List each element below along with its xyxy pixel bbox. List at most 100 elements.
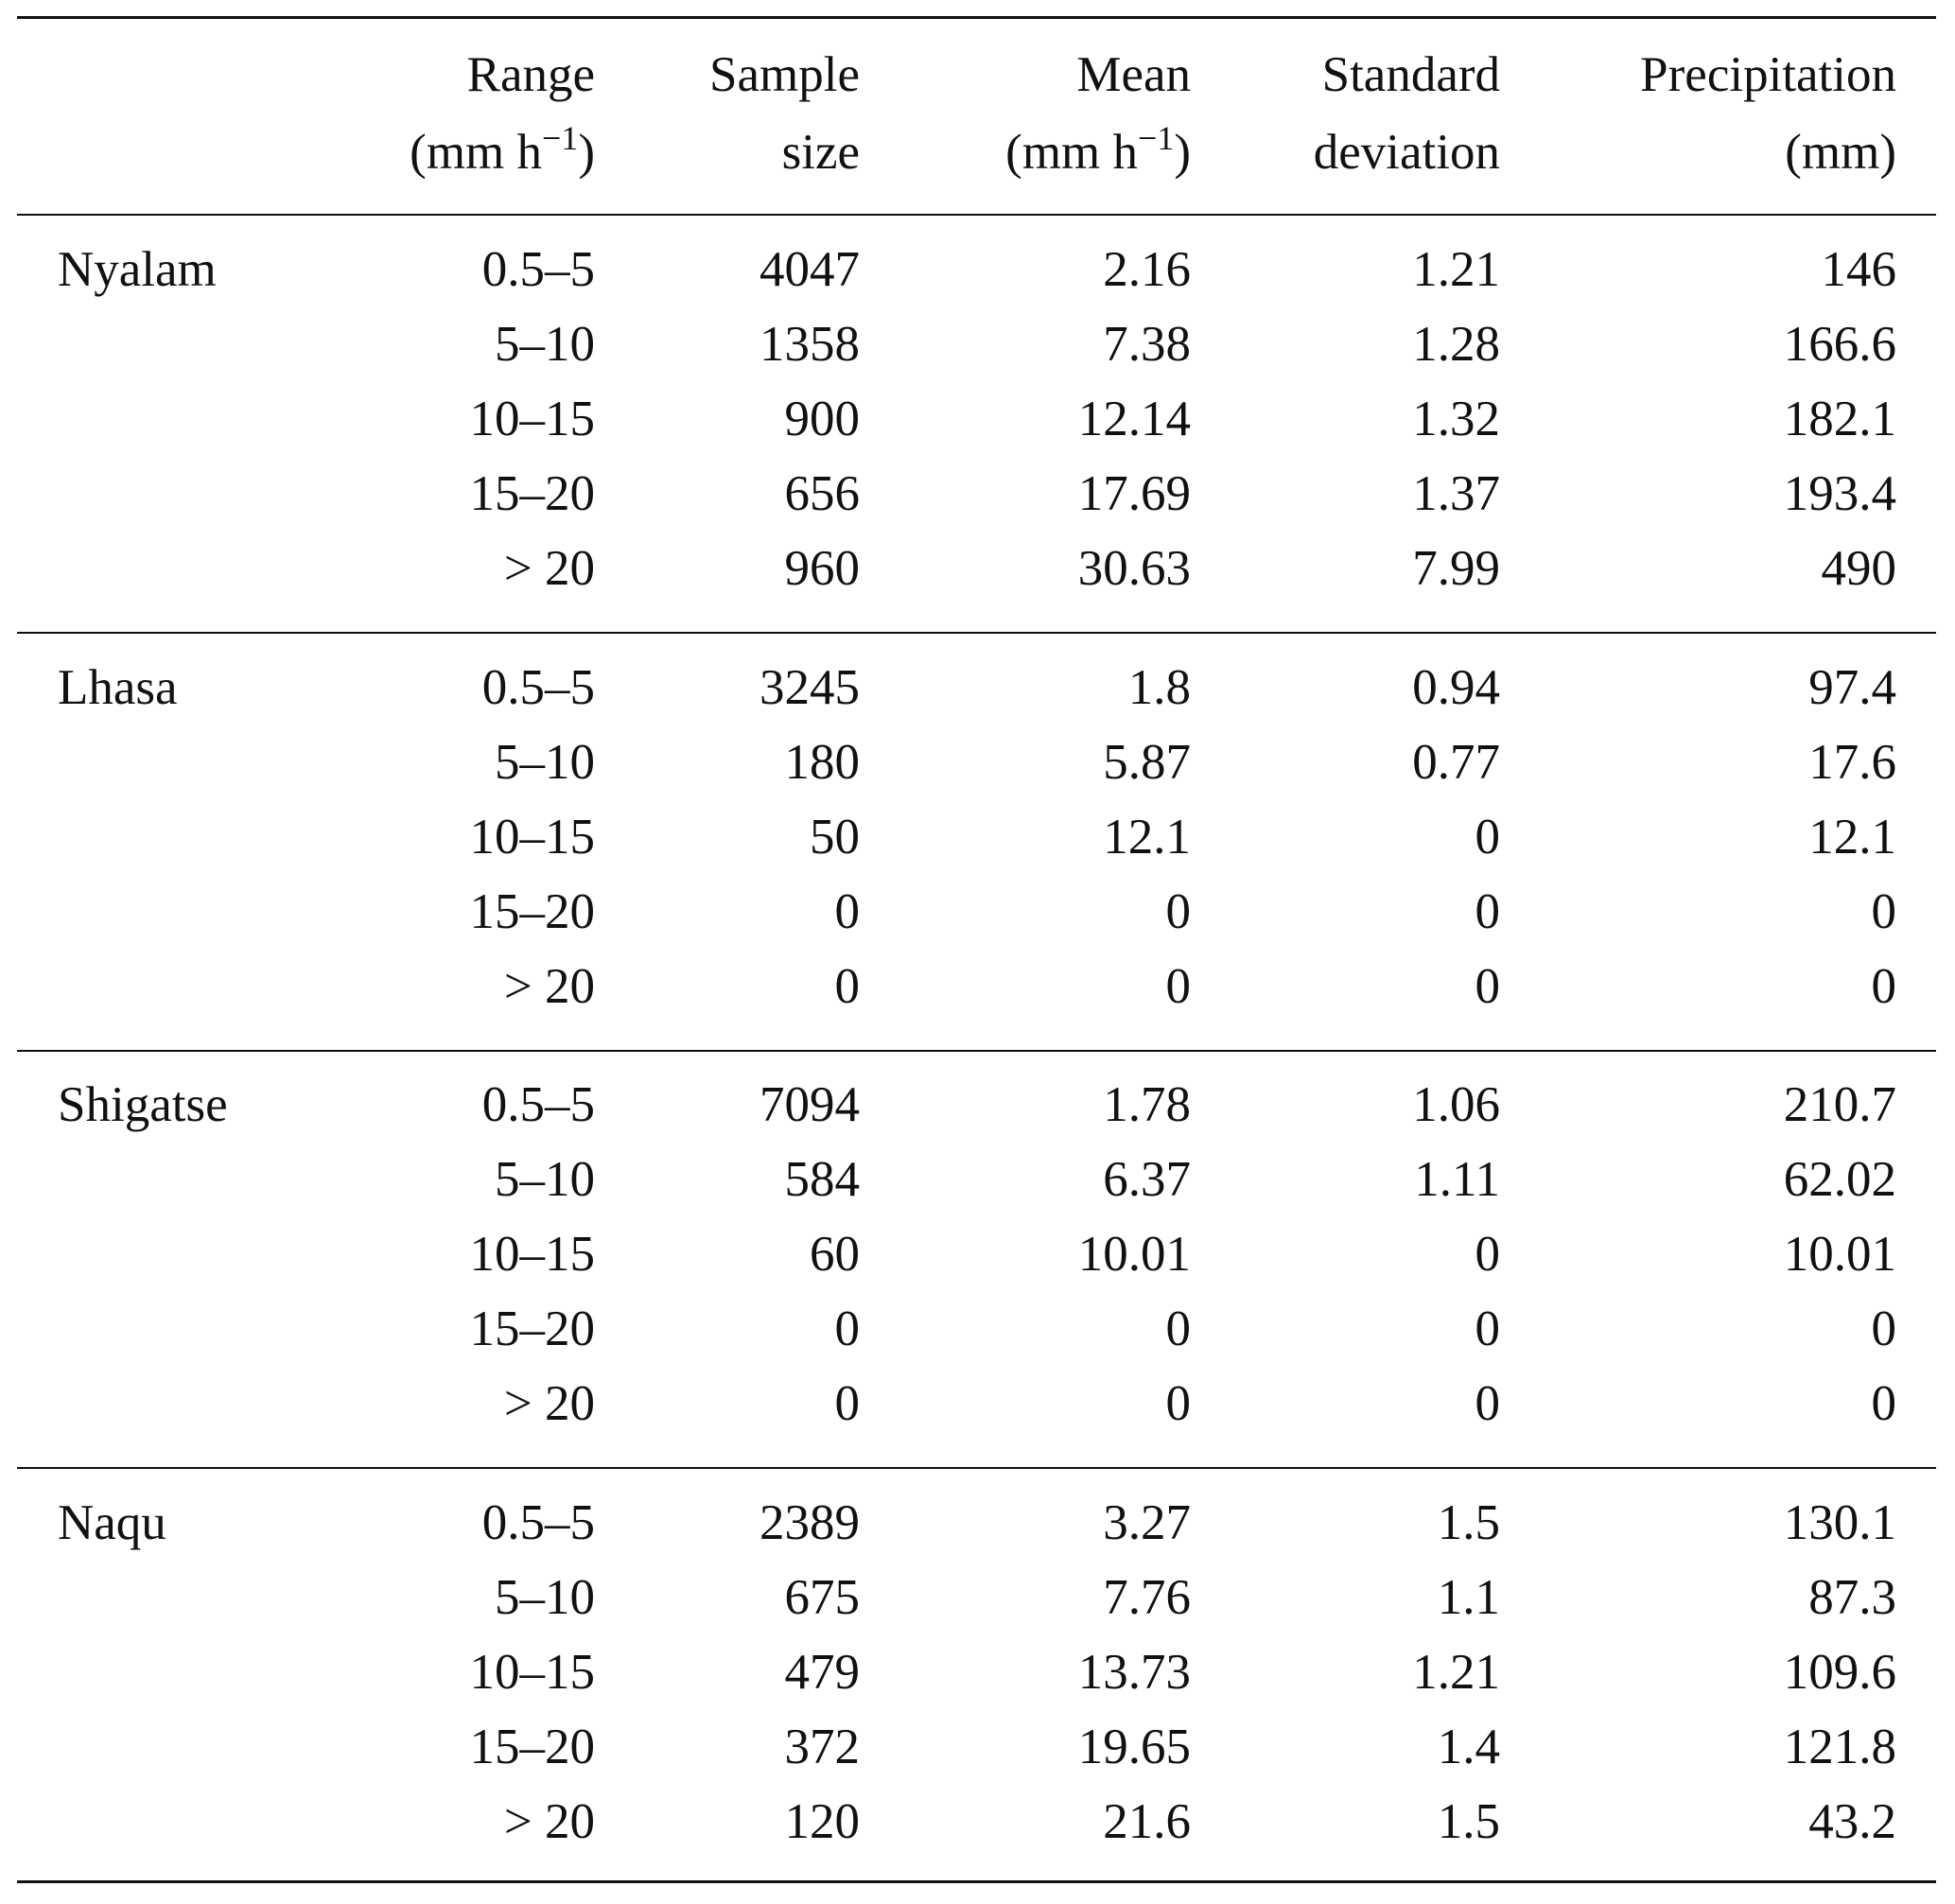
table-cell: 1358 xyxy=(759,317,860,372)
table-cell: 0.5–5 xyxy=(481,659,595,715)
table-cell: 5.87 xyxy=(1103,734,1191,790)
header-text: ) xyxy=(578,125,595,180)
table-cell: 0 xyxy=(834,1376,861,1431)
table-cell: 0.94 xyxy=(1412,659,1500,715)
table-cell: > 20 xyxy=(503,541,595,596)
table-cell: 0 xyxy=(1165,883,1192,939)
table-cell: 6.37 xyxy=(1103,1152,1191,1207)
table-cell: 0.5–5 xyxy=(481,1494,595,1550)
table-cell: 10.01 xyxy=(1077,1227,1191,1282)
table-cell: 1.37 xyxy=(1412,466,1500,521)
table-cell: > 20 xyxy=(503,958,595,1014)
header-text: Mean xyxy=(1076,47,1191,102)
table-cell: 87.3 xyxy=(1808,1569,1896,1625)
table-cell: 0 xyxy=(1165,1301,1192,1356)
table-cell: 15–20 xyxy=(469,466,596,521)
rule xyxy=(17,214,1936,216)
table-cell: 1.28 xyxy=(1412,317,1500,372)
table-cell: 1.1 xyxy=(1437,1569,1500,1625)
table-cell: 0 xyxy=(1165,1376,1192,1431)
table-cell: 0 xyxy=(834,883,861,939)
table-cell: 2.16 xyxy=(1103,242,1191,297)
table-cell: 656 xyxy=(784,466,861,521)
table-cell: 675 xyxy=(784,1569,861,1625)
header-text: (mm h xyxy=(1005,125,1139,180)
table-cell: 13.73 xyxy=(1077,1644,1191,1700)
table-cell: 121.8 xyxy=(1783,1719,1896,1774)
table-cell: > 20 xyxy=(503,1376,595,1431)
table-cell: 0 xyxy=(1475,809,1501,865)
table-cell: 0 xyxy=(1475,1227,1501,1282)
rule xyxy=(17,1049,1936,1052)
table-cell: 0 xyxy=(1475,1301,1501,1356)
table-cell: 0 xyxy=(1871,1301,1897,1356)
table-cell: 1.8 xyxy=(1127,659,1191,715)
table-cell: 0 xyxy=(1475,958,1501,1014)
table-cell: 19.65 xyxy=(1077,1719,1191,1774)
table-cell: 5–10 xyxy=(495,734,595,790)
table-cell: 10–15 xyxy=(469,392,596,446)
table-cell: 0 xyxy=(1871,958,1897,1014)
table-cell: 12.1 xyxy=(1808,809,1896,865)
header-text: Range xyxy=(466,47,595,102)
table-cell: 10–15 xyxy=(469,809,596,865)
column-header: Range xyxy=(467,42,595,108)
table-cell: 0 xyxy=(1475,883,1501,939)
table-cell: 43.2 xyxy=(1808,1793,1896,1849)
table-cell: 1.5 xyxy=(1437,1793,1500,1849)
table-cell: 5–10 xyxy=(495,317,595,372)
column-header: deviation xyxy=(1314,119,1500,185)
table-cell: 0 xyxy=(1165,958,1192,1014)
table-cell: 3.27 xyxy=(1103,1494,1191,1550)
superscript: −1 xyxy=(1138,119,1175,157)
rule xyxy=(17,632,1936,634)
table-cell: 372 xyxy=(784,1719,861,1774)
table-cell: 7.99 xyxy=(1412,541,1500,596)
rule xyxy=(17,1880,1936,1883)
table-cell: 182.1 xyxy=(1783,392,1896,446)
table-cell: 146 xyxy=(1821,242,1897,297)
table-cell: 166.6 xyxy=(1783,317,1896,372)
table-cell: 0 xyxy=(1871,883,1897,939)
table-cell: 12.1 xyxy=(1103,809,1191,865)
station-name: Nyalam xyxy=(58,242,217,297)
station-name: Shigatse xyxy=(58,1077,228,1132)
table-cell: 1.21 xyxy=(1412,242,1500,297)
table-cell: 120 xyxy=(784,1793,861,1849)
table-cell: 2389 xyxy=(759,1494,860,1550)
table-cell: 5–10 xyxy=(495,1152,595,1207)
table-cell: 0 xyxy=(834,958,861,1014)
table-cell: 0.5–5 xyxy=(481,242,595,297)
table-cell: 0.77 xyxy=(1412,734,1500,790)
table-cell: 7.76 xyxy=(1103,1569,1191,1625)
table-cell: 584 xyxy=(784,1152,861,1207)
table-cell: 3245 xyxy=(759,659,860,715)
table-cell: 50 xyxy=(810,809,860,865)
station-name: Naqu xyxy=(58,1494,166,1550)
table-cell: 4047 xyxy=(759,242,860,297)
table-cell: 30.63 xyxy=(1077,541,1191,596)
column-header: (mm h−1) xyxy=(1005,119,1191,185)
table-cell: 10.01 xyxy=(1783,1227,1896,1282)
station-name: Lhasa xyxy=(58,659,178,715)
table-cell: 193.4 xyxy=(1783,466,1896,521)
table-cell: 960 xyxy=(784,541,861,596)
table-cell: 17.6 xyxy=(1808,734,1896,790)
table-cell: 1.78 xyxy=(1103,1077,1191,1132)
table-cell: 0 xyxy=(1475,1376,1501,1431)
table-cell: 0 xyxy=(1871,1376,1897,1431)
table-cell: 1.4 xyxy=(1437,1719,1500,1774)
header-text: ) xyxy=(1174,125,1191,180)
column-header: Standard xyxy=(1322,42,1500,108)
column-header: (mm) xyxy=(1785,119,1896,185)
header-text: deviation xyxy=(1313,125,1500,180)
header-text: size xyxy=(781,125,860,180)
table-cell: 15–20 xyxy=(469,1719,596,1774)
header-text: (mm h xyxy=(410,125,543,180)
header-text: Sample xyxy=(709,47,860,102)
table-cell: 1.21 xyxy=(1412,1644,1500,1700)
table-cell: 97.4 xyxy=(1808,659,1896,715)
header-text: (mm) xyxy=(1785,125,1896,180)
table-cell: 479 xyxy=(784,1644,861,1700)
